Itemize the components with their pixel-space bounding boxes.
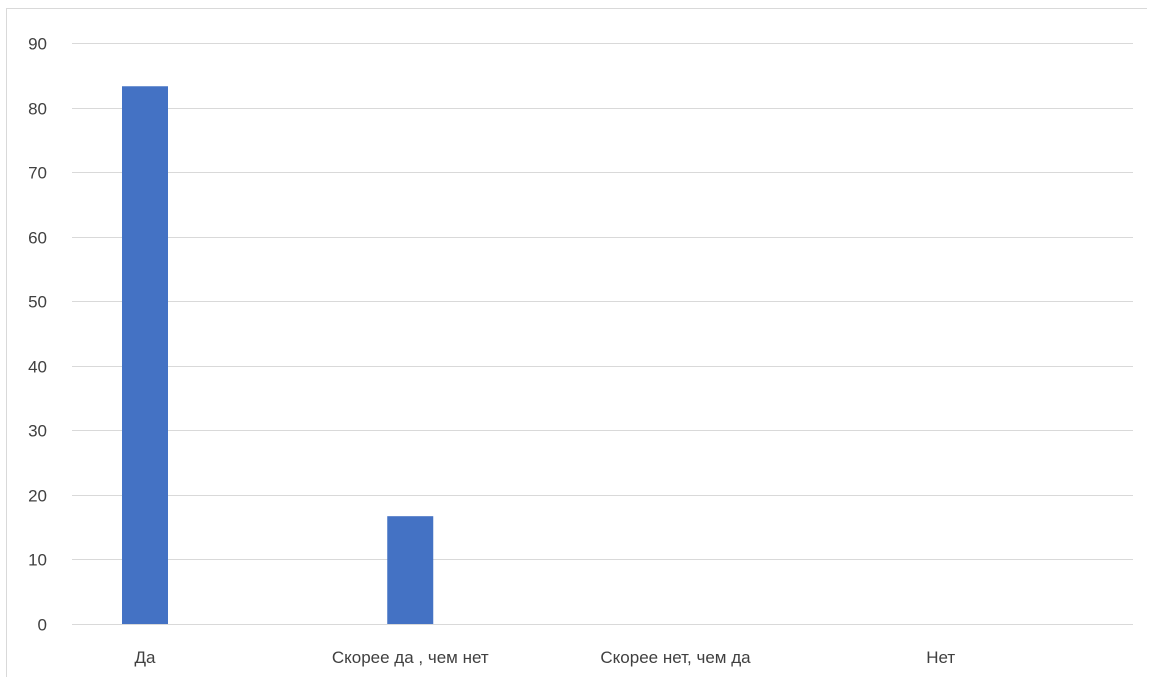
y-tick-label: 70	[28, 164, 47, 183]
y-tick-label: 40	[28, 358, 47, 377]
x-category-label: Да	[135, 648, 157, 667]
y-tick-label: 60	[28, 229, 47, 248]
y-tick-label: 50	[28, 293, 47, 312]
gridlines	[72, 43, 1133, 625]
chart-frame	[6, 8, 1147, 677]
bar	[122, 86, 168, 625]
y-tick-label: 0	[38, 616, 47, 635]
bars	[122, 86, 434, 625]
y-tick-label: 30	[28, 422, 47, 441]
y-tick-label: 80	[28, 100, 47, 119]
x-category-label: Скорее нет, чем да	[600, 648, 751, 667]
bar	[387, 516, 434, 624]
y-axis-tick-labels: 0 10 20 30 40 50 60 70 80 90	[28, 35, 47, 635]
y-tick-label: 20	[28, 487, 47, 506]
y-tick-label: 90	[28, 35, 47, 54]
x-category-label: Скорее да , чем нет	[332, 648, 489, 667]
x-category-label: Нет	[926, 648, 955, 667]
y-tick-label: 10	[28, 551, 47, 570]
x-axis-category-labels: Да Скорее да , чем нет Скорее нет, чем да Н…	[135, 648, 956, 667]
